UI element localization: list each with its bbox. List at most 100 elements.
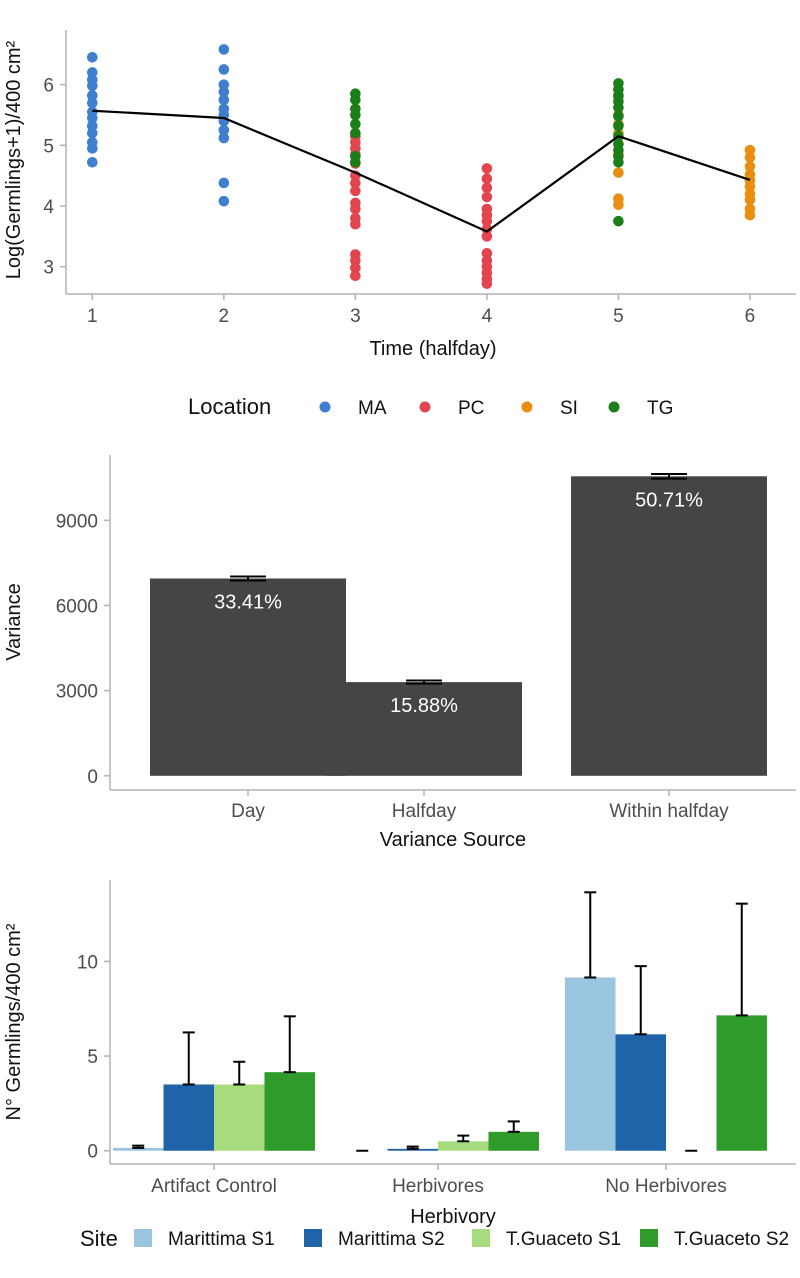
y-tick-label: 5 <box>87 1047 98 1068</box>
y-tick-label: 5 <box>43 136 54 157</box>
scatter-point-si <box>744 209 756 221</box>
x-tick-label: Artifact Control <box>151 1176 277 1197</box>
scatter-point-pc <box>350 262 361 274</box>
scatter-point-si <box>744 144 756 156</box>
legend-label: T.Guaceto S2 <box>674 1229 789 1250</box>
scatter-point-tg <box>350 94 361 106</box>
scatter-point-si <box>744 194 756 206</box>
scatter-point-ma <box>87 157 98 168</box>
bar-percent-label: 15.88% <box>390 695 458 717</box>
scatter-point-ma <box>218 94 230 106</box>
y-tick-label: 6 <box>43 76 54 97</box>
site-legend: Site Marittima S1 Marittima S2 T.Guaceto S… <box>80 1226 789 1251</box>
scatter-point-pc <box>481 248 493 259</box>
bar-marittima-s1 <box>565 977 616 1151</box>
x-tick-label: No Herbivores <box>605 1176 726 1197</box>
scatter-point-ma <box>87 120 98 132</box>
scatter-ticks: 1 2 3 4 5 6 3 4 5 6 <box>43 76 755 327</box>
scatter-point-ma <box>87 90 98 101</box>
x-tick-label: 4 <box>482 306 493 327</box>
scatter-point-tg <box>350 127 361 139</box>
scatter-point-ma <box>218 86 230 98</box>
legend-key-si <box>521 401 533 413</box>
y-tick-label: 9000 <box>56 511 98 532</box>
x-tick-label: Within halfday <box>609 801 729 822</box>
bar-t-guaceto-s1 <box>438 1141 489 1151</box>
bar-marittima-s1 <box>113 1147 164 1151</box>
scatter-point-si <box>744 161 756 172</box>
x-tick-label: Day <box>231 801 265 822</box>
legend-label: T.Guaceto S1 <box>506 1229 621 1250</box>
scatter-point-pc <box>481 278 493 289</box>
scatter-point-pc <box>350 218 361 230</box>
scatter-point-ma <box>87 80 98 92</box>
scatter-point-pc <box>350 203 361 215</box>
scatter-point-pc <box>350 185 361 197</box>
scatter-point-ma <box>87 97 98 109</box>
scatter-point-ma <box>87 143 98 154</box>
variance-bar <box>326 682 522 776</box>
scatter-point-si <box>744 181 756 192</box>
x-tick-label: 3 <box>350 306 361 327</box>
y-tick-label: 10 <box>77 952 98 973</box>
scatter-point-ma <box>218 79 230 90</box>
legend-label-tg: TG <box>647 398 673 419</box>
legend-label-ma: MA <box>358 398 387 419</box>
herbivory-y-title: N° Germlings/400 cm² <box>3 923 25 1120</box>
variance-x-title: Variance Source <box>380 829 526 851</box>
bar-marittima-s2 <box>615 1034 666 1151</box>
legend-key-tg <box>608 401 620 413</box>
x-tick-label: Halfday <box>392 801 457 822</box>
scatter-point-si <box>744 152 756 163</box>
y-tick-label: 6000 <box>56 596 98 617</box>
bar-percent-label: 33.41% <box>214 591 282 613</box>
y-tick-label: 3000 <box>56 682 98 703</box>
scatter-point-si <box>613 167 624 178</box>
y-tick-label: 0 <box>87 1142 98 1163</box>
scatter-point-pc <box>350 255 361 266</box>
legend-label: Marittima S1 <box>168 1229 275 1250</box>
scatter-y-title: Log(Germlings+1)/400 cm² <box>3 40 25 279</box>
scatter-point-tg <box>350 157 361 168</box>
x-tick-label: 2 <box>219 306 230 327</box>
y-tick-label: 0 <box>87 767 98 788</box>
variance-bars: 33.41% 15.88% 50.71% <box>150 473 767 776</box>
scatter-point-tg <box>350 109 361 121</box>
scatter-point-ma <box>87 127 98 139</box>
variance-bar <box>571 476 767 776</box>
x-tick-label: 1 <box>87 306 98 327</box>
variance-bar <box>150 578 346 776</box>
legend-key <box>134 1229 152 1247</box>
herbivory-ticks: Artifact Control Herbivores No Herbivores 0… <box>77 952 727 1197</box>
scatter-x-title: Time (halfday) <box>369 338 496 360</box>
scatter-point-tg <box>613 215 624 227</box>
scatter-point-ma <box>218 177 230 189</box>
scatter-point-ma <box>87 52 98 63</box>
scatter-point-pc <box>481 223 493 235</box>
bar-t-guaceto-s1 <box>214 1084 265 1151</box>
scatter-point-pc <box>350 270 361 282</box>
herbivory-panel: Artifact Control Herbivores No Herbivores 0… <box>3 880 796 1251</box>
legend-title: Location <box>188 394 271 419</box>
variance-panel: 33.41% 15.88% 50.71% Day Halfday Within half… <box>3 455 796 851</box>
scatter-point-pc <box>481 163 493 174</box>
legend-title: Site <box>80 1226 118 1251</box>
scatter-point-tg <box>613 110 624 122</box>
scatter-point-tg <box>613 102 624 113</box>
bar-t-guaceto-s2 <box>264 1072 315 1151</box>
scatter-point-pc <box>481 215 493 227</box>
variance-ticks: Day Halfday Within halfday 0 3000 6000 9000 <box>56 511 729 822</box>
scatter-point-ma <box>218 64 230 75</box>
scatter-point-pc <box>481 191 493 203</box>
scatter-point-ma <box>218 195 230 207</box>
legend-key-pc <box>419 401 431 413</box>
legend-key <box>304 1229 322 1247</box>
scatter-point-si <box>613 199 624 211</box>
x-tick-label: 5 <box>613 306 624 327</box>
scatter-point-pc <box>350 177 361 189</box>
herbivory-bars <box>113 891 767 1152</box>
herbivory-x-title: Herbivory <box>410 1206 496 1228</box>
bar-t-guaceto-s2 <box>716 1015 767 1151</box>
scatter-point-ma <box>87 112 98 124</box>
